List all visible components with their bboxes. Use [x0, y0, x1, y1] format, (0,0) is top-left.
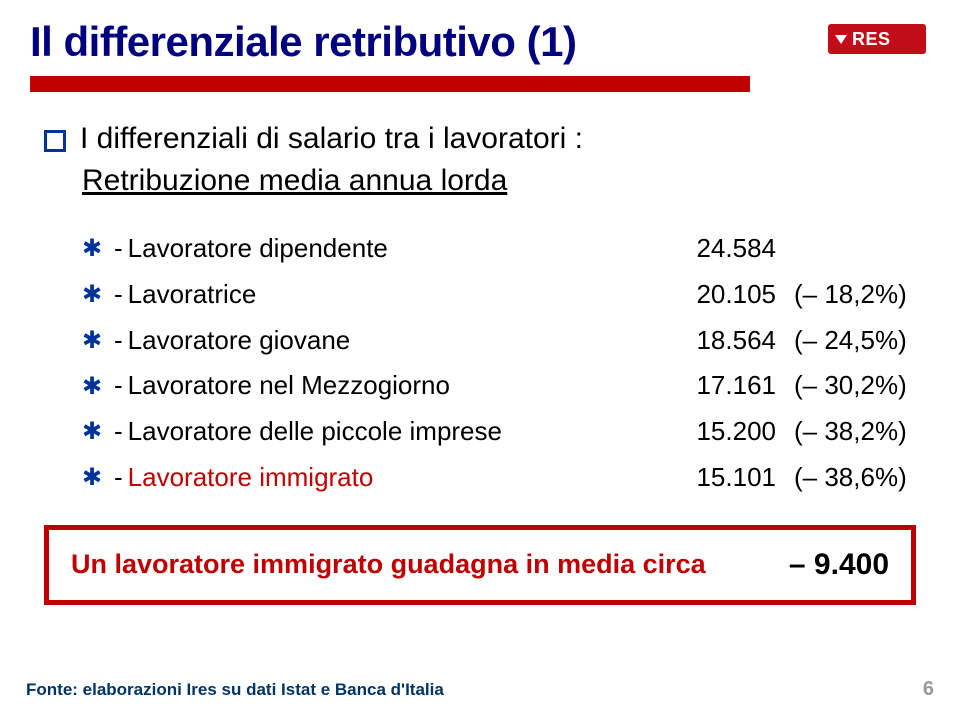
- star-bullet-icon: ✱: [82, 279, 110, 310]
- star-bullet-icon: ✱: [82, 371, 110, 402]
- row-label: Lavoratrice: [128, 278, 257, 312]
- content-area: I differenziali di salario tra i lavorat…: [0, 92, 960, 495]
- star-bullet-icon: ✱: [82, 233, 110, 264]
- footer-page-number: 6: [923, 678, 934, 701]
- square-bullet-icon: [44, 130, 66, 152]
- row-value: 20.105: [676, 278, 776, 312]
- footer-source: Fonte: elaborazioni Ires su dati Istat e…: [26, 680, 444, 700]
- row-delta: (– 38,6%): [776, 461, 916, 495]
- row-delta: (– 18,2%): [776, 278, 916, 312]
- star-bullet-icon: ✱: [82, 325, 110, 356]
- subtitle: Retribuzione media annua lorda: [82, 164, 916, 198]
- logo-text: RES: [852, 29, 891, 50]
- row-value: 15.101: [676, 461, 776, 495]
- row-delta: (– 24,5%): [776, 324, 916, 358]
- highlight-box: Un lavoratore immigrato guadagna in medi…: [44, 525, 916, 605]
- row-value: 24.584: [676, 232, 776, 266]
- list-item: ✱-Lavoratore giovane 18.564(– 24,5%): [82, 324, 916, 358]
- slide-header: Il differenziale retributivo (1) RES: [0, 0, 960, 92]
- row-value: 18.564: [676, 324, 776, 358]
- slide-footer: Fonte: elaborazioni Ires su dati Istat e…: [26, 678, 934, 701]
- dash: -: [114, 369, 123, 403]
- list-item: ✱-Lavoratore delle piccole imprese 15.200…: [82, 415, 916, 449]
- star-bullet-icon: ✱: [82, 416, 110, 447]
- dash: -: [114, 415, 123, 449]
- row-value: 15.200: [676, 415, 776, 449]
- list-item: ✱-Lavoratore nel Mezzogiorno 17.161(– 30,…: [82, 369, 916, 403]
- intro-line: I differenziali di salario tra i lavorat…: [44, 122, 916, 156]
- list-item: ✱-Lavoratrice 20.105(– 18,2%): [82, 278, 916, 312]
- logo-badge: RES: [828, 24, 926, 54]
- row-value: 17.161: [676, 369, 776, 403]
- data-list: ✱-Lavoratore dipendente24.584✱-Lavoratri…: [82, 232, 916, 495]
- row-label: Lavoratore dipendente: [128, 232, 388, 266]
- dash: -: [114, 324, 123, 358]
- star-bullet-icon: ✱: [82, 462, 110, 493]
- dash: -: [114, 461, 123, 495]
- intro-text: I differenziali di salario tra i lavorat…: [80, 122, 583, 156]
- dash: -: [114, 278, 123, 312]
- header-underline: [30, 76, 750, 92]
- logo-arrow-icon: [835, 35, 847, 44]
- dash: -: [114, 232, 123, 266]
- row-label: Lavoratore giovane: [128, 324, 351, 358]
- row-label: Lavoratore immigrato: [128, 461, 374, 495]
- row-label: Lavoratore delle piccole imprese: [128, 415, 502, 449]
- row-delta: (– 38,2%): [776, 415, 916, 449]
- highlight-box-value: – 9.400: [789, 548, 889, 582]
- highlight-box-label: Un lavoratore immigrato guadagna in medi…: [71, 549, 789, 580]
- row-delta: (– 30,2%): [776, 369, 916, 403]
- slide-title: Il differenziale retributivo (1): [30, 18, 930, 66]
- list-item: ✱-Lavoratore immigrato 15.101(– 38,6%): [82, 461, 916, 495]
- list-item: ✱-Lavoratore dipendente 24.584: [82, 232, 916, 266]
- row-label: Lavoratore nel Mezzogiorno: [128, 369, 450, 403]
